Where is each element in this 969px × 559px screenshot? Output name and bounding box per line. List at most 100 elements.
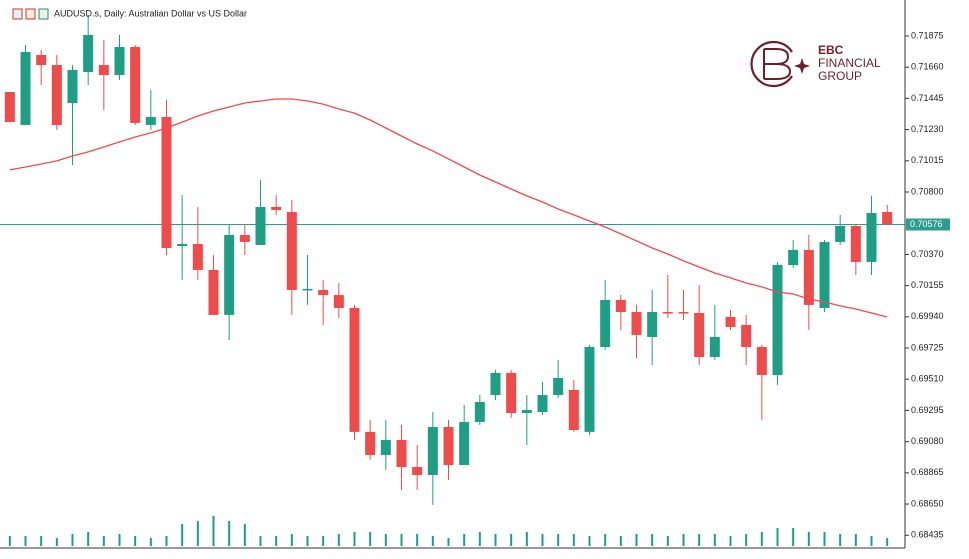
volume-bar — [651, 534, 654, 546]
candle-body — [882, 212, 893, 225]
volume-bar — [8, 536, 11, 546]
candle-body — [255, 206, 266, 245]
candle-body — [333, 295, 344, 308]
logo-text: GROUP — [818, 69, 862, 83]
header: AUDUSD.s, Daily: Australian Dollar vs US… — [12, 8, 247, 20]
candle-body — [506, 372, 517, 414]
volume-bar — [698, 534, 701, 546]
candle-body — [537, 395, 548, 413]
candle-body — [4, 92, 15, 123]
y-tick-label: 0.70800 — [911, 186, 944, 196]
volume-bar — [713, 534, 716, 546]
y-tick-label: 0.68650 — [911, 498, 944, 508]
volume-bar — [259, 536, 262, 546]
logo: EBC FINANCIAL GROUP — [750, 40, 881, 88]
y-tick-label: 0.69725 — [911, 342, 944, 352]
candle-body — [271, 206, 282, 210]
y-tick-label: 0.71660 — [911, 62, 944, 72]
volume-bar — [729, 536, 732, 546]
volume-bar — [369, 532, 372, 546]
candle-body — [396, 440, 407, 468]
y-tick-label: 0.69510 — [911, 374, 944, 384]
y-tick-label: 0.70370 — [911, 249, 944, 259]
candle-body — [866, 213, 877, 262]
volume-bar — [463, 534, 466, 546]
volume-bar — [55, 538, 58, 546]
candle-body — [835, 225, 846, 242]
candle-body — [788, 249, 799, 266]
candle-body — [380, 440, 391, 455]
candle-body — [568, 389, 579, 431]
candle-body — [584, 346, 595, 432]
candle-body — [819, 241, 830, 308]
volume-bar — [165, 536, 168, 546]
volume-bar — [588, 536, 591, 546]
volume-bar — [353, 532, 356, 546]
candle-body — [490, 372, 501, 396]
volume-bar — [71, 534, 74, 546]
candle-body — [709, 336, 720, 358]
volume-bar — [24, 536, 27, 546]
candle-body — [725, 316, 736, 327]
volume-bar — [839, 534, 842, 546]
candle-body — [850, 225, 861, 262]
candle-body — [20, 51, 31, 125]
y-tick-label: 0.71445 — [911, 93, 944, 103]
volume-bar — [870, 536, 873, 546]
volume-bar — [290, 534, 293, 546]
logo-star — [794, 58, 810, 74]
volume-bar — [635, 534, 638, 546]
icon — [12, 8, 23, 20]
volume-bar — [134, 536, 137, 546]
y-tick-label: 0.69080 — [911, 436, 944, 446]
candle-body — [694, 313, 705, 358]
candle-body — [803, 249, 814, 305]
volume-bar — [557, 534, 560, 546]
candle-body — [615, 299, 626, 313]
volume-bar — [478, 532, 481, 546]
volume-bar — [306, 536, 309, 546]
icon — [38, 8, 49, 20]
y-tick-label: 0.69940 — [911, 311, 944, 321]
volume-bar — [886, 538, 889, 546]
y-tick-label: 0.71015 — [911, 155, 944, 165]
volume-bar — [760, 532, 763, 546]
candle-body — [741, 324, 752, 347]
volume-bar — [604, 534, 607, 546]
candle-body — [192, 243, 203, 270]
volume-bar — [181, 524, 184, 546]
volume-bar — [431, 536, 434, 546]
candle-body — [474, 402, 485, 423]
volume-bar — [400, 534, 403, 546]
logo-mark — [763, 48, 792, 80]
candle-body — [83, 34, 94, 72]
volume-bar — [212, 516, 215, 546]
volume-bar — [792, 528, 795, 546]
volume-bar — [666, 536, 669, 546]
candle-body — [521, 409, 532, 414]
volume-bar — [322, 536, 325, 546]
y-tick-label: 0.71875 — [911, 30, 944, 40]
candle-body — [145, 116, 156, 125]
price-label: 0.70576 — [910, 219, 943, 229]
candle-body — [130, 47, 141, 123]
volume-bar — [494, 534, 497, 546]
candle-body — [662, 312, 673, 314]
logo-name: EBC — [818, 43, 844, 57]
candle-body — [67, 69, 78, 104]
volume-bar — [572, 534, 575, 546]
candle-body — [443, 426, 454, 465]
candle-body — [161, 116, 172, 249]
volume-bar — [525, 532, 528, 546]
candle-body — [239, 234, 250, 242]
candle-body — [302, 288, 313, 291]
volume-bar — [776, 528, 779, 546]
volume-bar — [510, 534, 513, 546]
price-label-box — [906, 218, 950, 231]
candle-body — [678, 312, 689, 314]
candle-body — [365, 431, 376, 455]
y-tick-label: 0.71230 — [911, 124, 944, 134]
volume-bar — [682, 534, 685, 546]
candle-body — [208, 269, 219, 315]
